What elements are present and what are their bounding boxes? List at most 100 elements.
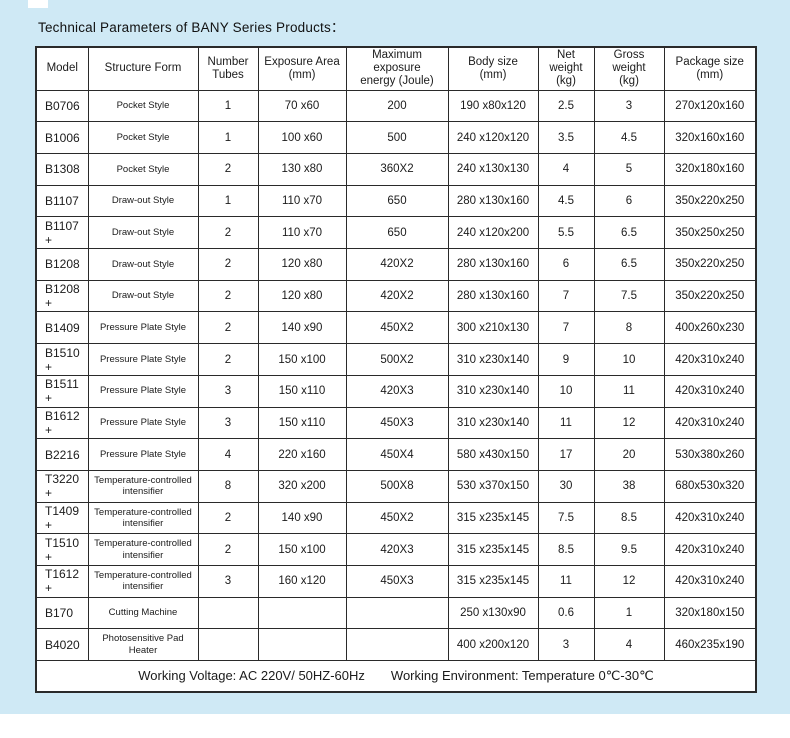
exposure-energy-cell: 450X3	[345, 564, 449, 598]
package-size-cell: 420x310x240	[663, 501, 757, 535]
gross-weight-cell: 38	[593, 469, 665, 503]
gross-weight-cell: 4	[593, 628, 665, 662]
gross-weight-cell: 9.5	[593, 533, 665, 566]
body-size-cell: 280 x130x160	[447, 279, 539, 313]
model-cell: B1208	[35, 248, 89, 281]
model-cell: B2216	[35, 438, 89, 471]
structure-form-cell: Temperature-controlled intensifier	[87, 501, 199, 535]
package-size-cell: 420x310x240	[663, 564, 757, 598]
number-tubes-cell	[197, 628, 259, 662]
column-header: Structure Form	[87, 46, 199, 91]
body-size-cell: 310 x230x140	[447, 406, 539, 440]
exposure-area-cell: 130 x80	[257, 153, 347, 186]
body-size-cell: 240 x120x200	[447, 216, 539, 250]
body-size-cell: 300 x210x130	[447, 311, 539, 345]
package-size-cell: 680x530x320	[663, 469, 757, 503]
package-size-cell: 530x380x260	[663, 438, 757, 471]
exposure-energy-cell: 450X4	[345, 438, 449, 471]
net-weight-cell: 4	[537, 153, 595, 186]
exposure-energy-cell: 420X2	[345, 248, 449, 281]
column-header: Maximum exposure energy (Joule)	[345, 46, 449, 91]
exposure-energy-cell: 200	[345, 89, 449, 123]
number-tubes-cell: 2	[197, 279, 259, 313]
exposure-area-cell: 110 x70	[257, 216, 347, 250]
exposure-energy-cell: 450X3	[345, 406, 449, 440]
table-row: B1409 Pressure Plate Style 2 140 x90 450X2 30…	[35, 311, 757, 345]
net-weight-cell: 10	[537, 374, 595, 408]
structure-form-cell: Cutting Machine	[87, 596, 199, 630]
exposure-energy-cell: 420X3	[345, 533, 449, 566]
column-header: Gross weight (kg)	[593, 46, 665, 91]
exposure-energy-cell	[345, 628, 449, 662]
table-row: B1208 + Draw-out Style 2 120 x80 420X2 280 x1…	[35, 279, 757, 313]
exposure-energy-cell: 650	[345, 216, 449, 250]
number-tubes-cell: 1	[197, 121, 259, 155]
working-environment-text: Working Environment: Temperature 0℃-30℃	[390, 668, 654, 684]
model-cell: B1107 +	[35, 216, 89, 250]
net-weight-cell: 7	[537, 311, 595, 345]
net-weight-cell: 6	[537, 248, 595, 281]
exposure-area-cell: 110 x70	[257, 184, 347, 218]
exposure-area-cell: 320 x200	[257, 469, 347, 503]
parameters-table: Model Structure Form Number Tubes Exposure …	[35, 46, 757, 694]
number-tubes-cell: 2	[197, 343, 259, 376]
package-size-cell: 320x180x150	[663, 596, 757, 630]
body-size-cell: 315 x235x145	[447, 533, 539, 566]
body-size-cell: 280 x130x160	[447, 184, 539, 218]
working-voltage-text: Working Voltage: AC 220V/ 50HZ-60Hz	[138, 668, 365, 684]
gross-weight-cell: 3	[593, 89, 665, 123]
table-row: B1308 Pocket Style 2 130 x80 360X2 240 x130x1…	[35, 153, 757, 186]
net-weight-cell: 11	[537, 564, 595, 598]
number-tubes-cell: 2	[197, 248, 259, 281]
exposure-energy-cell	[345, 596, 449, 630]
gross-weight-cell: 8	[593, 311, 665, 345]
net-weight-cell: 4.5	[537, 184, 595, 218]
footer-cell: Working Voltage: AC 220V/ 50HZ-60Hz Work…	[35, 660, 757, 693]
package-size-cell: 460x235x190	[663, 628, 757, 662]
body-size-cell: 310 x230x140	[447, 374, 539, 408]
exposure-energy-cell: 500X2	[345, 343, 449, 376]
package-size-cell: 400x260x230	[663, 311, 757, 345]
exposure-area-cell: 120 x80	[257, 248, 347, 281]
net-weight-cell: 3	[537, 628, 595, 662]
number-tubes-cell: 1	[197, 184, 259, 218]
body-size-cell: 315 x235x145	[447, 564, 539, 598]
table-row: B1006 Pocket Style 1 100 x60 500 240 x120x120…	[35, 121, 757, 155]
number-tubes-cell: 2	[197, 311, 259, 345]
exposure-area-cell	[257, 628, 347, 662]
package-size-cell: 420x310x240	[663, 406, 757, 440]
body-size-cell: 580 x430x150	[447, 438, 539, 471]
body-size-cell: 280 x130x160	[447, 248, 539, 281]
package-size-cell: 420x310x240	[663, 374, 757, 408]
net-weight-cell: 2.5	[537, 89, 595, 123]
structure-form-cell: Temperature-controlled intensifier	[87, 533, 199, 566]
model-cell: T1409 +	[35, 501, 89, 535]
table-row: T1510 + Temperature-controlled intensifie…	[35, 533, 757, 566]
table-row: T3220 + Temperature-controlled intensifie…	[35, 469, 757, 503]
table-footer-row: Working Voltage: AC 220V/ 50HZ-60Hz Work…	[35, 660, 757, 693]
gross-weight-cell: 20	[593, 438, 665, 471]
number-tubes-cell: 1	[197, 89, 259, 123]
exposure-energy-cell: 420X3	[345, 374, 449, 408]
model-cell: B1511 +	[35, 374, 89, 408]
gross-weight-cell: 6.5	[593, 216, 665, 250]
structure-form-cell: Draw-out Style	[87, 216, 199, 250]
net-weight-cell: 7.5	[537, 501, 595, 535]
model-cell: B1006	[35, 121, 89, 155]
number-tubes-cell: 2	[197, 216, 259, 250]
exposure-area-cell: 150 x100	[257, 343, 347, 376]
body-size-cell: 310 x230x140	[447, 343, 539, 376]
table-row: T1612 + Temperature-controlled intensifie…	[35, 564, 757, 598]
exposure-energy-cell: 650	[345, 184, 449, 218]
exposure-area-cell: 100 x60	[257, 121, 347, 155]
model-cell: B1409	[35, 311, 89, 345]
body-size-cell: 400 x200x120	[447, 628, 539, 662]
structure-form-cell: Temperature-controlled intensifier	[87, 469, 199, 503]
gross-weight-cell: 5	[593, 153, 665, 186]
page-title: Technical Parameters of BANY Series Prod…	[38, 20, 345, 35]
structure-form-cell: Pressure Plate Style	[87, 311, 199, 345]
structure-form-cell: Temperature-controlled intensifier	[87, 564, 199, 598]
number-tubes-cell: 2	[197, 533, 259, 566]
structure-form-cell: Pressure Plate Style	[87, 406, 199, 440]
table-row: T1409 + Temperature-controlled intensifie…	[35, 501, 757, 535]
